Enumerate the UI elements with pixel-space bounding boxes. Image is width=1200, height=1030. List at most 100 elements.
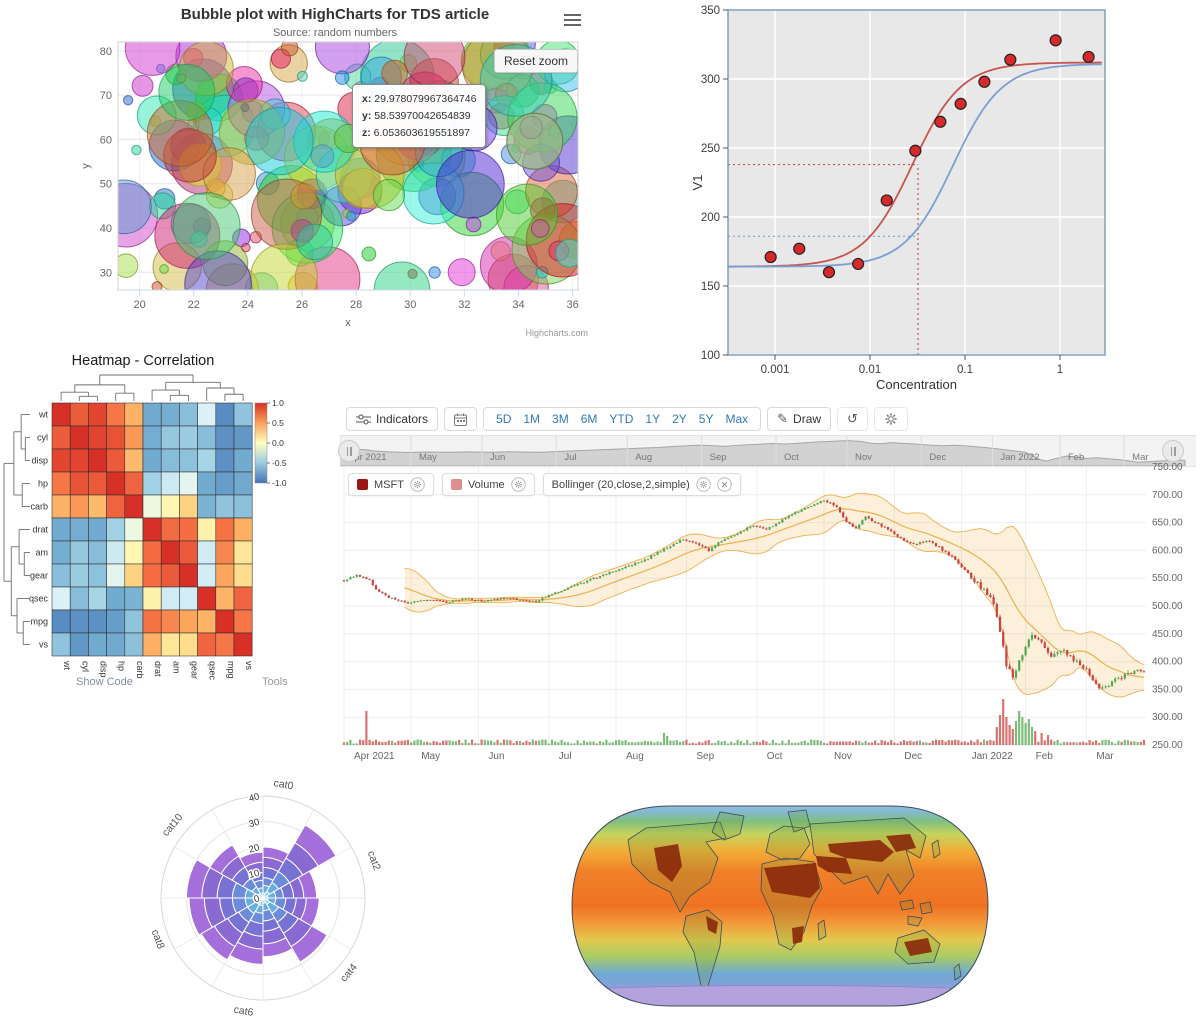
range-button-1m[interactable]: 1M (523, 412, 541, 426)
y-tick-label: 80 (100, 46, 112, 58)
dose-axes: 100 150 200 250 300 350 0.001 0.01 0.1 1 (701, 5, 1063, 376)
legend-item-series[interactable]: MSFT (348, 473, 434, 496)
chart-context-menu-icon[interactable] (564, 14, 581, 29)
show-code-tab[interactable]: Show Code (76, 676, 133, 688)
map-raster (572, 806, 988, 1006)
price-tick-label: 750.00 (1152, 463, 1183, 473)
col-label: am (171, 661, 181, 674)
stock-legend: MSFT Volume Bollinger (20,close,2,simple) (348, 473, 741, 496)
guide-lines (728, 163, 919, 355)
y-tick-label: 40 (100, 223, 112, 235)
y-tick-label: 200 (701, 212, 720, 224)
legend-swatch (357, 479, 368, 490)
legend-item-bollinger[interactable]: Bollinger (20,close,2,simple) (542, 473, 741, 496)
navigator-canvas[interactable]: Apr 2021 May Jun Jul Aug Sep Oct Nov Dec Jan 2022… (340, 436, 1196, 466)
col-label: cyl (80, 661, 90, 672)
tools-menu[interactable]: Tools (262, 676, 288, 688)
range-button-2y[interactable]: 2Y (672, 412, 687, 426)
heatmap-cells (51, 402, 253, 657)
legend-close-icon[interactable] (717, 477, 732, 492)
month-tick-label: Jul (559, 751, 572, 762)
navigator-strip[interactable]: Apr 2021 May Jun Jul Aug Sep Oct Nov Dec Jan 2022… (340, 435, 1196, 467)
stock-main-chart[interactable]: 750.00 700.00 650.00 600.00 550.00 500.00 450.… (340, 463, 1200, 768)
category-label: cat2 (365, 849, 383, 872)
range-button-ytd[interactable]: YTD (609, 412, 634, 426)
fit-red-curve (728, 61, 1102, 268)
month-tick-label: Jan 2022 (972, 751, 1014, 762)
tooltip-value: 29.978079967364746 (374, 93, 477, 105)
range-button-3m[interactable]: 3M (552, 412, 569, 426)
y-tick-label: 70 (100, 90, 112, 102)
colorbar-tick-label: -0.5 (272, 458, 287, 468)
row-label: cyl (37, 433, 48, 443)
col-label: carb (135, 661, 145, 679)
draw-button[interactable]: ✎ Draw (767, 407, 832, 431)
x-tick-label: 34 (512, 299, 524, 311)
col-label: wt (62, 660, 72, 670)
range-button-5y[interactable]: 5Y (698, 412, 714, 426)
legend-item-volume[interactable]: Volume (441, 473, 535, 496)
range-button-1y[interactable]: 1Y (645, 412, 661, 426)
indicators-button[interactable]: Indicators (346, 407, 439, 431)
legend-settings-icon[interactable] (510, 477, 526, 492)
world-map-panel (570, 800, 990, 1022)
gear-icon (884, 412, 898, 426)
colorbar-tick-label: 1.0 (272, 398, 284, 408)
polar-rose-panel: 0 10 20 30 40 cat0 cat2 cat4 cat6 cat8 cat10 (118, 768, 408, 1030)
x-tick-label: 32 (458, 299, 470, 311)
range-button-6m[interactable]: 6M (580, 412, 598, 426)
price-tick-label: 700.00 (1152, 490, 1183, 501)
tooltip-value: 58.53970042654839 (374, 109, 471, 122)
col-label: disp (99, 661, 109, 678)
range-button-5d[interactable]: 5D (496, 412, 512, 426)
row-label: vs (39, 640, 49, 650)
y-axis-title: V1 (690, 175, 705, 191)
stock-chart-panel: Indicators 5D 1M 3M 6M YTD 1Y 2Y 5Y Max ✎ Draw ↺… (338, 403, 1200, 770)
category-label: cat4 (338, 961, 360, 984)
navigator-month-label: Feb (1068, 452, 1084, 463)
desert-regions (654, 834, 932, 956)
settings-button[interactable] (873, 407, 908, 431)
reset-icon: ↺ (847, 411, 858, 427)
radial-tick-label: 40 (248, 791, 261, 804)
price-tick-label: 600.00 (1152, 545, 1183, 556)
col-label: vs (244, 661, 254, 671)
credits: Highcharts.com (525, 328, 588, 338)
bubble-chart-title: Bubble plot with HighCharts for TDS arti… (180, 6, 490, 23)
navigator-handle-right[interactable] (1162, 440, 1184, 462)
rose-sectors (185, 824, 337, 965)
x-tick-label: 24 (242, 299, 254, 311)
row-label: qsec (29, 594, 49, 604)
navigator-month-label: Mar (1132, 452, 1148, 463)
bubble-tooltip: x: 29.978079967364746 y: 58.5397004265483… (352, 84, 487, 149)
row-dendrogram (3, 414, 30, 645)
month-tick-label: Oct (767, 751, 783, 762)
y-axis-title: y (80, 163, 92, 169)
navigator-month-label: Dec (929, 452, 946, 463)
calendar-button[interactable] (444, 407, 478, 431)
colorbar-tick-label: 0.5 (272, 418, 284, 428)
colorbar-tick-label: -1.0 (272, 478, 287, 488)
column-dendrogram (60, 374, 244, 401)
navigator-handle-left[interactable] (338, 440, 360, 462)
tooltip-key: y: (362, 109, 375, 122)
legend-settings-icon[interactable] (696, 477, 711, 492)
bollinger-band (404, 493, 1144, 697)
tooltip-line: y: 58.53970042654839 (362, 108, 476, 125)
antarctica (581, 985, 979, 1006)
price-tick-label: 650.00 (1152, 518, 1183, 529)
polar-rose-chart: 0 10 20 30 40 cat0 cat2 cat4 cat6 cat8 cat10 (149, 777, 383, 1019)
range-selector: 5D 1M 3M 6M YTD 1Y 2Y 5Y Max (483, 407, 762, 431)
indicators-label: Indicators (376, 412, 429, 426)
legend-settings-icon[interactable] (410, 477, 425, 492)
price-tick-label: 450.00 (1152, 629, 1183, 640)
reset-zoom-button[interactable]: Reset zoom (493, 49, 578, 73)
legend-label: Volume (467, 478, 505, 491)
x-tick-label: 0.1 (957, 364, 973, 376)
category-label: cat6 (233, 1004, 255, 1019)
candles-layer (342, 499, 1146, 691)
month-tick-label: May (421, 751, 440, 762)
range-button-max[interactable]: Max (725, 412, 749, 426)
reset-chart-button[interactable]: ↺ (837, 407, 868, 431)
